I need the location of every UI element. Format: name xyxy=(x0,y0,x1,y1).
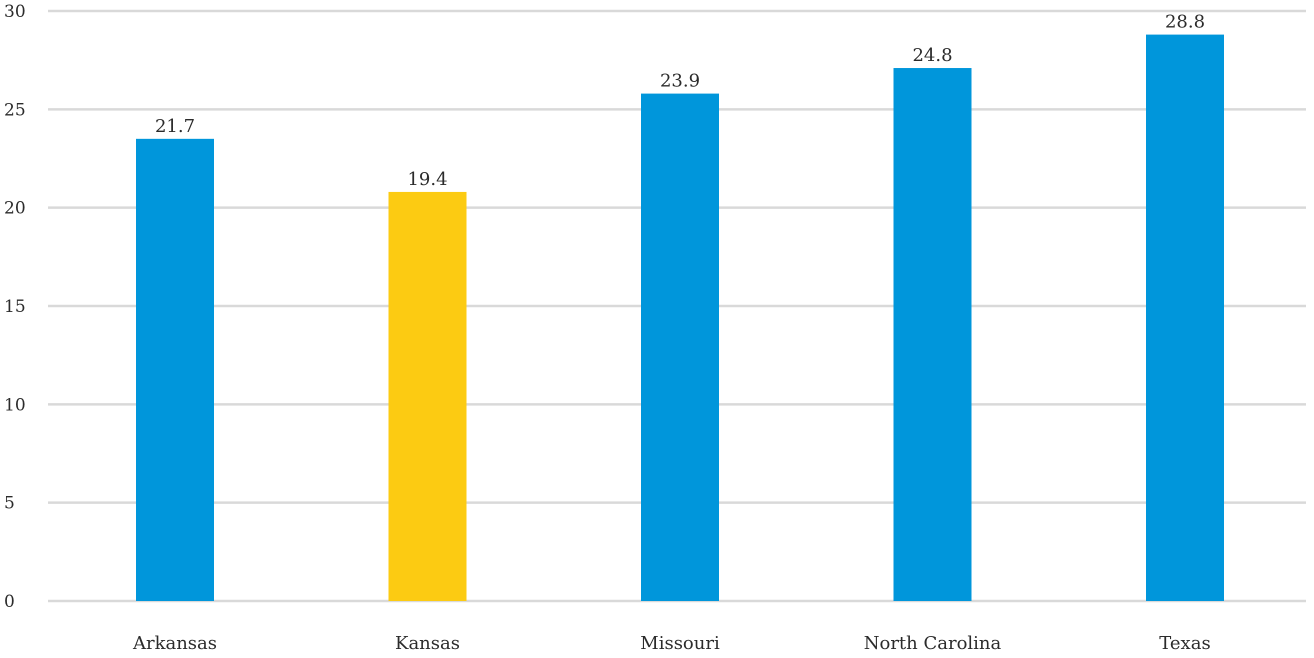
bars xyxy=(136,34,1224,602)
y-tick-label: 0 xyxy=(4,592,15,612)
data-label: 24.8 xyxy=(912,45,952,66)
bar-texas xyxy=(1146,34,1224,602)
bar-kansas xyxy=(388,191,467,601)
data-label: 21.7 xyxy=(155,116,195,137)
x-category-label: Missouri xyxy=(640,633,720,654)
y-axis-ticks: 0 5 10 15 20 25 30 xyxy=(4,2,26,612)
data-label: 19.4 xyxy=(407,169,447,190)
x-axis-categories: Arkansas Kansas Missouri North Carolina Texa… xyxy=(132,633,1211,654)
x-category-label: Texas xyxy=(1159,633,1210,654)
bar-missouri xyxy=(641,93,719,601)
x-category-label: North Carolina xyxy=(864,633,1002,654)
y-tick-label: 30 xyxy=(4,2,26,22)
bar-north-carolina xyxy=(893,68,972,602)
data-label: 23.9 xyxy=(660,71,700,92)
bar-arkansas xyxy=(136,138,214,602)
x-category-label: Kansas xyxy=(395,633,460,654)
y-tick-label: 10 xyxy=(4,395,26,415)
data-label: 28.8 xyxy=(1165,12,1205,33)
y-tick-label: 15 xyxy=(4,297,26,317)
y-tick-label: 20 xyxy=(4,199,26,219)
data-labels: 21.7 19.4 23.9 24.8 28.8 xyxy=(155,12,1205,190)
x-category-label: Arkansas xyxy=(132,633,217,654)
y-tick-label: 25 xyxy=(4,100,26,120)
y-tick-label: 5 xyxy=(4,494,15,514)
